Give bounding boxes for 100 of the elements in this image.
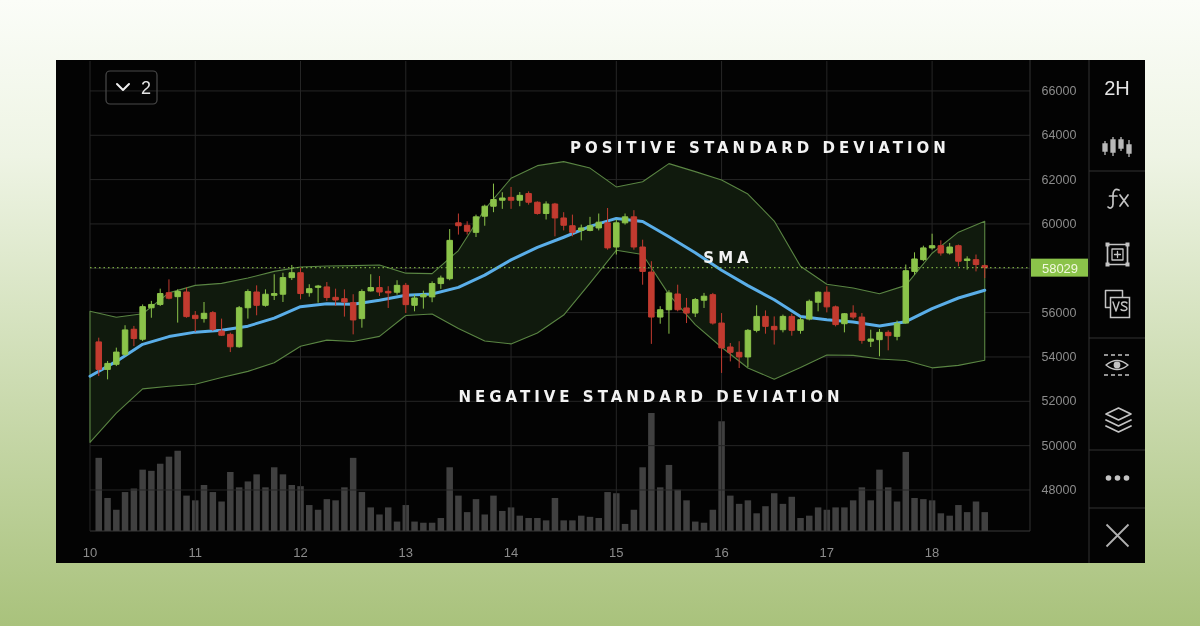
candlestick xyxy=(183,287,190,319)
candlestick xyxy=(174,288,181,324)
y-tick-label: 50000 xyxy=(1041,438,1077,453)
candlestick xyxy=(683,297,690,324)
annotation: SMA xyxy=(703,249,753,267)
y-tick-label: 48000 xyxy=(1041,482,1077,497)
x-tick-label: 15 xyxy=(609,544,624,560)
candlestick xyxy=(95,337,102,377)
candlestick xyxy=(420,290,427,310)
candlestick xyxy=(507,186,515,210)
candlestick xyxy=(806,299,813,321)
x-tick-label: 10 xyxy=(82,544,98,560)
candlestick xyxy=(630,209,638,251)
candlestick xyxy=(613,219,620,256)
y-tick-label: 56000 xyxy=(1041,305,1077,320)
candlestick xyxy=(297,267,304,300)
annotation: NEGATIVE STANDARD DEVIATION xyxy=(458,388,844,406)
candlestick xyxy=(639,239,646,286)
candlestick xyxy=(595,213,602,231)
candlestick xyxy=(797,316,804,335)
candlestick xyxy=(253,284,260,316)
candlestick xyxy=(542,200,550,221)
candlestick xyxy=(376,275,383,297)
candlestick xyxy=(270,273,278,301)
candlestick xyxy=(481,204,488,227)
candlestick xyxy=(306,283,313,298)
candlestick xyxy=(823,285,831,313)
candlestick xyxy=(876,328,883,357)
y-tick-label: 66000 xyxy=(1041,83,1077,98)
candlestick xyxy=(700,292,708,309)
candlestick xyxy=(928,233,936,251)
candlestick xyxy=(981,264,988,279)
candlestick xyxy=(551,202,559,237)
candlestick xyxy=(472,214,480,238)
candlestick xyxy=(727,342,734,362)
candlestick xyxy=(367,273,374,293)
y-tick-label: 64000 xyxy=(1041,128,1077,143)
candlestick xyxy=(534,200,541,216)
candlestick xyxy=(814,290,822,312)
candlestick xyxy=(586,216,594,232)
candlestick xyxy=(139,303,146,342)
candlestick xyxy=(262,288,269,308)
candlestick xyxy=(130,325,138,347)
candlestick xyxy=(841,312,848,333)
candlestick xyxy=(156,288,164,307)
candlestick xyxy=(762,309,769,335)
candlestick xyxy=(665,289,673,335)
candlestick xyxy=(525,190,532,206)
candlestick xyxy=(402,282,410,314)
candlestick xyxy=(314,284,322,304)
x-tick-label: 12 xyxy=(293,544,308,560)
candlestick xyxy=(770,315,778,346)
candlestick xyxy=(884,329,892,351)
candlestick xyxy=(227,332,234,353)
candlestick xyxy=(937,239,945,257)
x-tick-label: 14 xyxy=(503,544,519,560)
candlestick xyxy=(744,328,752,368)
y-tick-label: 54000 xyxy=(1041,349,1077,364)
candlestick xyxy=(692,297,699,318)
candlestick xyxy=(341,288,348,318)
candlestick xyxy=(490,183,497,213)
candlestick xyxy=(279,272,287,303)
ref-line-label: 58029 xyxy=(1041,260,1079,276)
candlestick xyxy=(920,245,927,262)
candlestick xyxy=(604,207,611,251)
y-tick-label: 52000 xyxy=(1041,394,1077,409)
x-tick-label: 13 xyxy=(398,544,414,560)
candlestick xyxy=(332,288,339,307)
candlestick xyxy=(972,254,980,272)
y-tick-label: 62000 xyxy=(1041,172,1077,187)
x-tick-label: 17 xyxy=(819,544,835,560)
annotation: 2 xyxy=(140,78,152,98)
candlestick xyxy=(148,300,155,319)
candlestick xyxy=(656,305,664,325)
candlestick xyxy=(323,281,331,302)
candlestick xyxy=(867,329,874,348)
candlestick xyxy=(560,211,567,231)
candlestick xyxy=(200,301,208,324)
candlestick xyxy=(753,304,760,333)
x-tick-label: 16 xyxy=(714,544,729,560)
candlestick xyxy=(955,244,962,267)
candlestick xyxy=(113,347,120,367)
candlestick xyxy=(832,305,839,327)
candlestick xyxy=(455,213,462,236)
candlestick xyxy=(499,191,506,210)
x-tick-label: 18 xyxy=(924,544,940,560)
candlestick xyxy=(718,312,725,374)
candlestick xyxy=(192,310,199,333)
candlestick xyxy=(569,214,576,237)
candlestick xyxy=(384,285,392,309)
candlestick xyxy=(674,284,681,312)
candlestick xyxy=(893,320,901,341)
candlestick xyxy=(946,242,953,256)
candlestick xyxy=(104,360,111,380)
candlestick xyxy=(411,294,418,312)
candlestick xyxy=(463,220,471,236)
candlestick xyxy=(393,279,401,296)
candlestick xyxy=(165,278,173,300)
x-tick-label: 11 xyxy=(188,544,203,560)
candlestick xyxy=(621,213,629,226)
